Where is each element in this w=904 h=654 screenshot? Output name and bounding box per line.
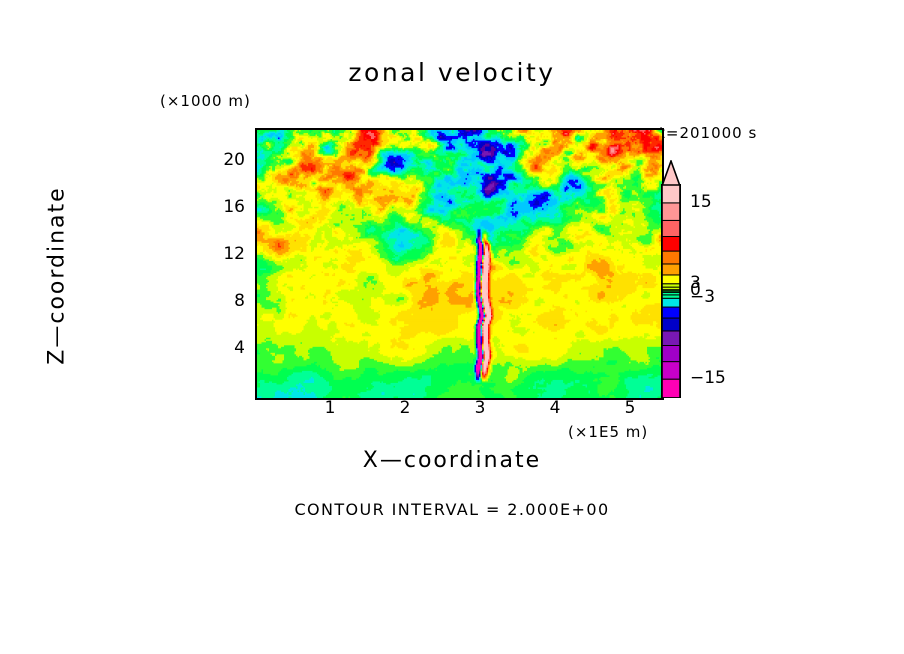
colorbar-arrow-icon: [661, 160, 681, 186]
contour-interval-label: CONTOUR INTERVAL = 2.000E+00: [294, 500, 610, 519]
colorbar: [661, 184, 681, 398]
colorbar-tick-label: 15: [690, 191, 712, 212]
x-axis-units-label: (×1E5 m): [568, 423, 649, 441]
y-tick-label: 8: [234, 290, 245, 311]
contour-field: [257, 130, 662, 398]
y-tick-label: 16: [223, 196, 245, 217]
y-tick-label: 20: [223, 149, 245, 170]
x-tick-label: 1: [324, 398, 336, 418]
colorbar-tick-label: 3: [690, 272, 701, 293]
colorbar-tick-label: −3: [690, 287, 716, 308]
time-annotation: t=201000 s: [659, 124, 758, 142]
x-tick-label: 2: [399, 398, 411, 418]
x-tick-label: 3: [474, 398, 486, 418]
y-tick-label: 4: [234, 337, 245, 358]
y-tick-label: 12: [223, 243, 245, 264]
x-tick-label: 4: [549, 398, 561, 418]
page-title: zonal velocity: [348, 58, 556, 87]
colorbar-tick-label: −15: [690, 368, 726, 389]
colorbar-tick-label: 0: [690, 280, 701, 300]
x-axis-title: X—coordinate: [362, 448, 542, 473]
x-tick-label: 5: [624, 398, 636, 418]
plot-area: [255, 128, 664, 400]
z-axis-units-label: (×1000 m): [160, 92, 251, 110]
y-axis-title: Z—coordinate: [44, 186, 70, 365]
